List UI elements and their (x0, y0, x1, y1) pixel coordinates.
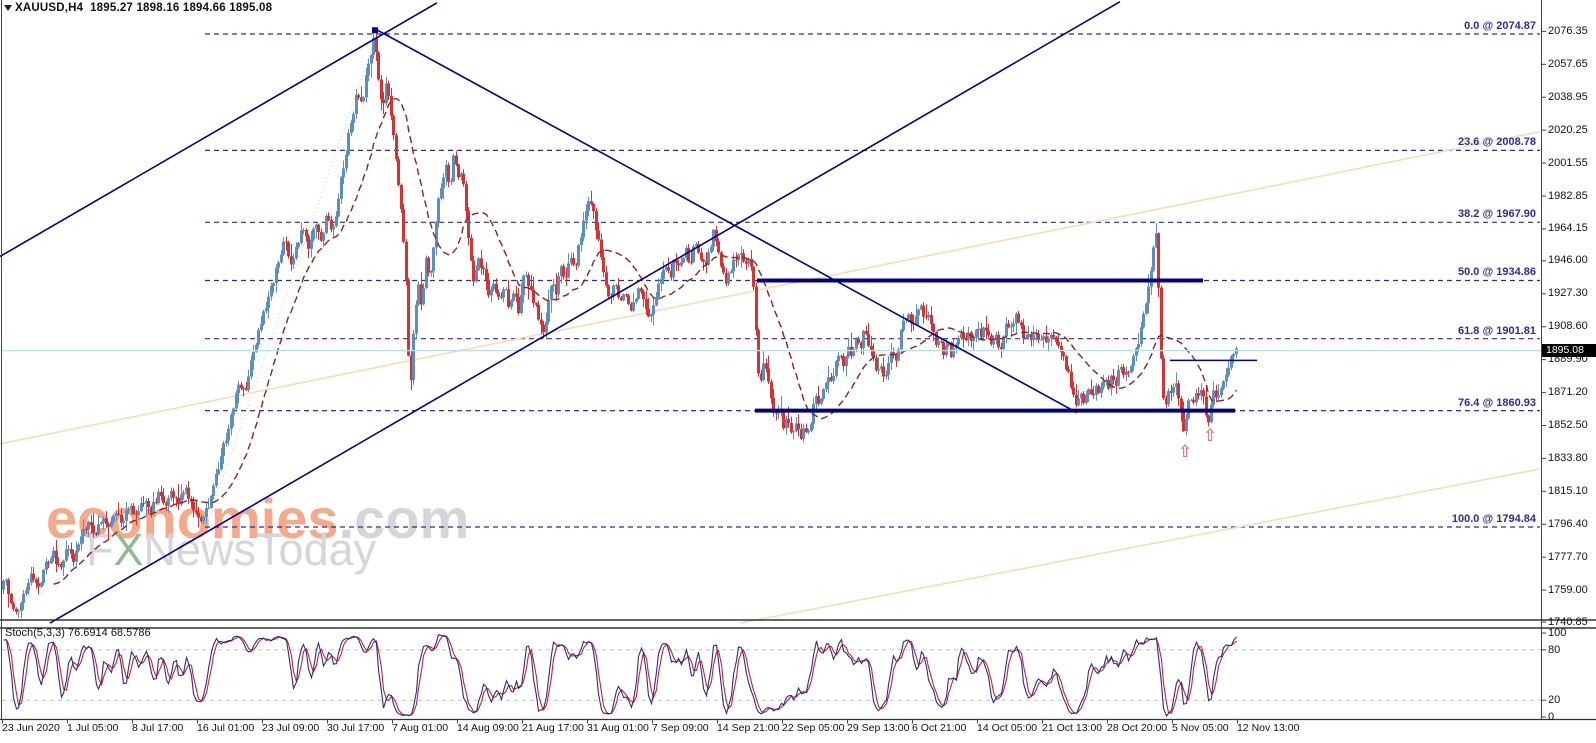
fib-level-label: 100.0 @ 1794.84 (1451, 513, 1536, 525)
stochastic-indicator-label: Stoch(5,3,3) 76.6914 68.5786 (5, 627, 151, 639)
time-axis-label: 14 Aug 09:00 (457, 722, 519, 734)
moving-average-line[interactable] (53, 97, 1238, 585)
time-axis-label: 16 Jul 01:00 (197, 722, 255, 734)
axis-ticks (2, 30, 1546, 724)
stochastic-scale-label: 100 (1548, 627, 1567, 639)
support-resistance-lines[interactable] (755, 278, 1257, 413)
fib-level-label: 50.0 @ 1934.86 (1457, 266, 1536, 279)
time-axis-label: 6 Oct 21:00 (912, 722, 967, 734)
time-axis-label: 22 Sep 05:00 (782, 722, 845, 734)
symbol-period-label: XAUUSD,H4 (15, 2, 84, 14)
price-axis-tick-label: 1833.80 (1548, 451, 1588, 464)
price-axis-tick-label: 1740.85 (1548, 615, 1588, 628)
fib-level-label: 23.6 @ 2008.78 (1457, 136, 1536, 149)
time-axis-label: 14 Oct 05:00 (977, 722, 1038, 734)
time-axis-label: 23 Jul 09:00 (262, 722, 320, 734)
symbol-marker-icon (4, 5, 12, 11)
price-axis-tick-label: 1759.00 (1548, 583, 1588, 596)
price-axis-tick-label: 1908.60 (1548, 320, 1588, 333)
time-axis-label: 7 Aug 01:00 (392, 722, 449, 734)
trendline-anchor-marker (372, 27, 378, 34)
watermark-tagline-rest: NewsToday (143, 524, 377, 575)
ohlc-low: 1894.66 (182, 2, 226, 14)
stoch-k-value: 76.6914 (67, 627, 108, 639)
price-axis-tick-label: 1777.70 (1548, 550, 1588, 563)
fib-level-label: 76.4 @ 1860.93 (1457, 396, 1536, 409)
time-axis-label: 31 Aug 01:00 (587, 722, 649, 734)
price-axis-tick-label: 1927.30 (1548, 287, 1588, 300)
price-axis-tick-label: 1871.20 (1548, 386, 1588, 399)
fib-level-label: 61.8 @ 1901.81 (1457, 324, 1536, 337)
time-axis-label: 1 Jul 05:00 (67, 722, 119, 734)
up-arrow-icon: ⇧ (1203, 426, 1217, 446)
buy-signal-arrows[interactable]: ⇧⇧ (1178, 426, 1217, 462)
fib-level-label: 0.0 @ 2074.87 (1464, 20, 1536, 32)
time-axis-label: 29 Sep 13:00 (847, 722, 910, 734)
time-axis-label: 30 Jul 17:00 (327, 722, 385, 734)
chart-title: XAUUSD,H4 1895.27 1898.16 1894.66 1895.0… (15, 2, 272, 14)
stochastic-scale-label: 80 (1548, 643, 1561, 656)
price-axis-tick-label: 1815.10 (1548, 484, 1588, 497)
time-axis-label: 5 Nov 05:00 (1172, 722, 1229, 734)
ohlc-high: 1898.16 (136, 2, 180, 14)
time-axis-label: 28 Oct 20:00 (1107, 722, 1168, 734)
watermark-tagline-x: X (113, 524, 144, 575)
price-axis-tick-label: 2076.35 (1548, 24, 1588, 37)
trendlines[interactable] (0, 1, 1121, 624)
price-axis-tick-label: 1946.00 (1548, 254, 1588, 267)
price-axis-tick-label: 1982.85 (1548, 189, 1588, 202)
price-axis-tick-label: 2020.25 (1548, 123, 1588, 136)
price-axis-tick-label: 1964.15 (1548, 222, 1588, 235)
watermark-brand-suffix: .com (338, 487, 470, 550)
stochastic-scale-label: 20 (1548, 694, 1561, 707)
ohlc-open: 1895.27 (90, 2, 134, 14)
up-arrow-icon: ⇧ (1178, 442, 1192, 462)
price-axis-tick-label: 1796.40 (1548, 517, 1588, 530)
stoch-name: Stoch(5,3,3) (5, 627, 65, 639)
ohlc-close: 1895.08 (229, 2, 273, 14)
price-channel-lines[interactable] (0, 130, 1541, 624)
ascending-channel-upper (0, 2, 438, 258)
price-axis-tick-label: 2057.65 (1548, 57, 1588, 70)
time-axis-label: 21 Aug 17:00 (522, 722, 584, 734)
time-axis-label: 14 Sep 21:00 (717, 722, 780, 734)
stochastic-scale-label: 0 (1548, 711, 1555, 723)
price-axis-tick-label: 2038.95 (1548, 90, 1588, 103)
fib-level-label: 38.2 @ 1967.90 (1457, 208, 1536, 221)
time-axis-label: 12 Nov 13:00 (1237, 722, 1300, 734)
current-price-value: 1895.08 (1546, 344, 1584, 356)
descending-from-peak (376, 29, 1078, 414)
time-axis-label: 7 Sep 09:00 (652, 722, 709, 734)
time-axis-label: 23 Jun 2020 (2, 722, 60, 734)
current-price-box: 1895.08 (1542, 344, 1596, 357)
price-axis-tick-label: 2001.55 (1548, 156, 1588, 169)
time-axis-label: 8 Jul 17:00 (132, 722, 184, 734)
watermark-tagline: FXNewsToday (86, 524, 376, 576)
price-axis-tick-label: 1852.50 (1548, 418, 1588, 431)
candlesticks (2, 32, 1238, 619)
time-axis-label: 21 Oct 13:00 (1042, 722, 1103, 734)
stochastic-main-line (3, 633, 1237, 717)
stochastic-panel[interactable] (2, 633, 1541, 717)
stoch-d-value: 68.5786 (110, 627, 151, 639)
stochastic-signal-line (3, 634, 1237, 716)
ascending-channel-lower (49, 1, 1121, 624)
